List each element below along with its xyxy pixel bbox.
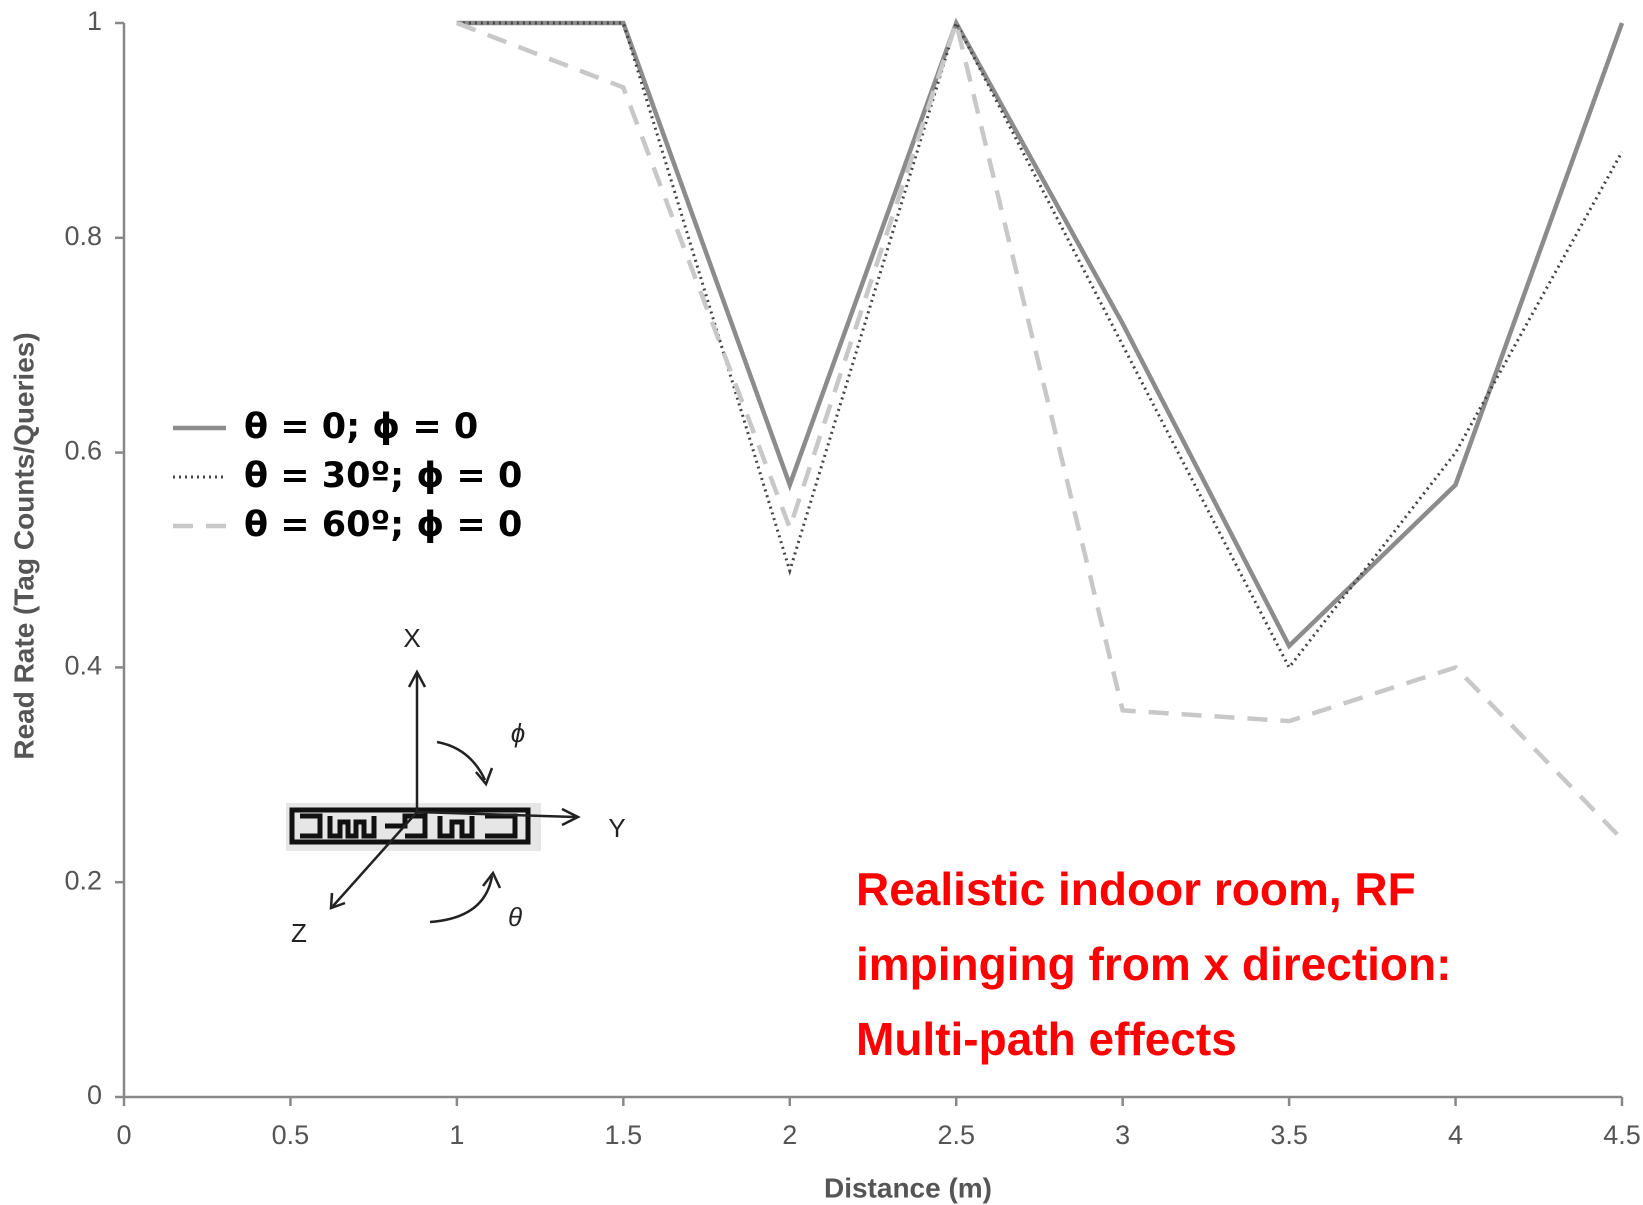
legend-label: θ = 0; ϕ = 0: [244, 407, 478, 447]
y-tick-label: 0.6: [64, 436, 102, 466]
inset-label: X: [403, 623, 420, 653]
legend-label: θ = 60º; ϕ = 0: [244, 505, 522, 545]
y-tick-label: 0.2: [64, 865, 102, 895]
inset-diagram: X Y Z ϕ θ: [286, 623, 626, 948]
annotation: Multi-path effects: [856, 1013, 1237, 1065]
x-tick-label: 1: [449, 1120, 464, 1150]
y-tick-label: 1: [87, 6, 102, 36]
y-axis-title: Read Rate (Tag Counts/Queries): [8, 332, 39, 759]
x-tick-label: 2.5: [937, 1120, 975, 1150]
series-line: [457, 23, 1622, 667]
series-line: [457, 23, 1622, 839]
x-tick-label: 4.5: [1603, 1120, 1641, 1150]
x-tick-label: 3.5: [1270, 1120, 1308, 1150]
x-axis-title: Distance (m): [824, 1172, 992, 1203]
inset-label: Y: [608, 813, 625, 843]
x-tick-label: 0.5: [272, 1120, 310, 1150]
x-tick-label: 3: [1115, 1120, 1130, 1150]
x-tick-label: 2: [782, 1120, 797, 1150]
annotation: impinging from x direction:: [856, 938, 1451, 990]
y-tick-label: 0.8: [64, 221, 102, 251]
inset-label: θ: [508, 902, 522, 932]
series-line: [457, 23, 1622, 646]
x-tick-label: 4: [1448, 1120, 1463, 1150]
legend-label: θ = 30º; ϕ = 0: [244, 456, 522, 496]
inset-label: ϕ: [511, 718, 525, 748]
x-tick-label: 1.5: [605, 1120, 643, 1150]
y-tick-label: 0: [87, 1080, 102, 1110]
theta-arrow: [430, 876, 492, 922]
chart: X Y Z ϕ θ Distance (m) Read Rate (Tag Co…: [0, 0, 1643, 1205]
inset-label: Z: [291, 918, 307, 948]
x-tick-label: 0: [116, 1120, 131, 1150]
y-tick-label: 0.4: [64, 651, 102, 681]
annotation: Realistic indoor room, RF: [856, 863, 1416, 915]
